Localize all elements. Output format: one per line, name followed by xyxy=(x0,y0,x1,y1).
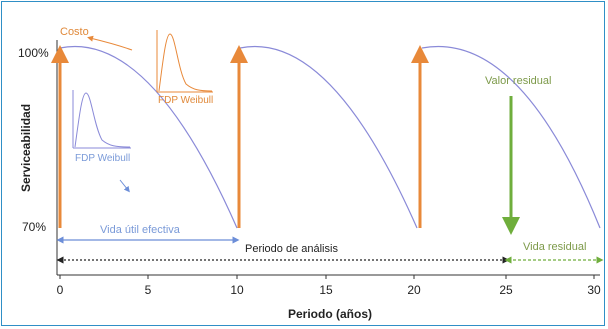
weibull-pdf-inset-orange xyxy=(156,30,213,93)
fdp-weibull-orange-label: FDP Weibull xyxy=(158,95,213,106)
y-label-70: 70% xyxy=(22,220,46,234)
x-tick-label-0: 0 xyxy=(57,283,64,297)
y-label-100: 100% xyxy=(18,46,49,60)
fdp-weibull-blue-label: FDP Weibull xyxy=(75,153,130,164)
y-axis-title: Serviceabilidad xyxy=(19,104,33,192)
costo-pointer-arrow xyxy=(87,35,133,51)
x-tick-label-25: 25 xyxy=(499,283,513,297)
x-tick-label-15: 15 xyxy=(319,283,333,297)
periodo-analisis-label: Periodo de análisis xyxy=(245,243,338,255)
weibull-pdf-inset-blue xyxy=(72,90,131,149)
curve-segment-2 xyxy=(239,46,418,229)
curve-segment-3 xyxy=(421,46,601,229)
weibull-pointer-arrow xyxy=(119,179,130,193)
x-tick-label-5: 5 xyxy=(145,283,152,297)
x-axis-title: Periodo (años) xyxy=(288,307,372,321)
x-tick-label-30: 30 xyxy=(587,283,601,297)
x-tick-marks xyxy=(59,275,595,279)
curve-segment-1 xyxy=(59,46,238,229)
vida-residual-label: Vida residual xyxy=(523,241,586,253)
valor-residual-label: Valor residual xyxy=(485,75,551,87)
x-tick-label-20: 20 xyxy=(407,283,421,297)
costo-label: Costo xyxy=(60,26,89,38)
serviceability-curve xyxy=(59,46,601,229)
cost-arrows xyxy=(51,45,429,228)
vida-util-label: Vida útil efectiva xyxy=(100,224,181,236)
x-tick-label-10: 10 xyxy=(230,283,244,297)
